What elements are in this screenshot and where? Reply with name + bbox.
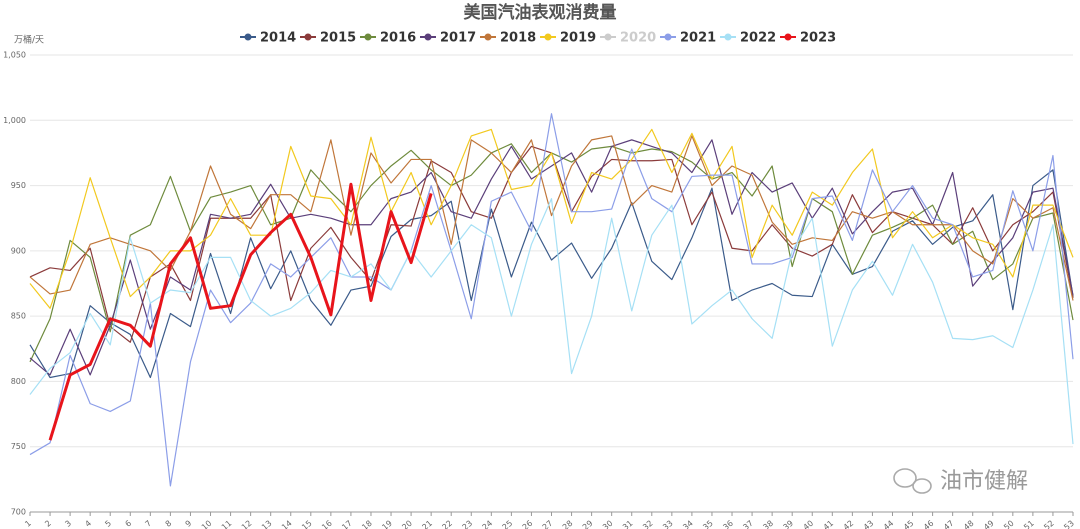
x-tick-label: 6 [123, 519, 133, 529]
x-tick-label: 46 [922, 519, 936, 529]
x-tick-label: 3 [63, 519, 73, 529]
x-tick-label: 32 [641, 519, 655, 529]
x-tick-label: 51 [1022, 519, 1036, 529]
watermark-icon [893, 468, 932, 494]
legend-marker [304, 33, 312, 41]
x-tick-label: 28 [561, 519, 575, 529]
legend-label: 2016 [380, 31, 416, 46]
legend-marker [784, 33, 792, 41]
series-line [29, 113, 1074, 487]
x-tick-label: 11 [220, 519, 234, 529]
x-tick-label: 7 [144, 519, 154, 529]
series-line [29, 128, 1074, 309]
x-tick-label: 10 [200, 519, 214, 529]
y-tick-label: 800 [11, 377, 26, 386]
x-tick-label: 19 [380, 519, 394, 529]
legend-marker [424, 33, 432, 41]
x-tick-label: 22 [441, 519, 455, 529]
legend-label: 2014 [260, 31, 296, 46]
chart-title: 美国汽油表观消费量 [464, 2, 617, 23]
x-tick-label: 17 [340, 519, 354, 529]
series-line [29, 198, 1074, 445]
legend-label: 2021 [680, 31, 716, 46]
legend-label: 2015 [320, 31, 356, 46]
legend-marker [724, 33, 732, 41]
legend-label: 2022 [740, 31, 776, 46]
x-tick-label: 47 [942, 519, 956, 529]
series-line [29, 169, 1074, 379]
x-tick-label: 35 [701, 519, 715, 529]
legend-marker [544, 33, 552, 41]
legend-label: 2019 [560, 31, 596, 46]
x-tick-label: 23 [461, 519, 475, 529]
x-tick-label: 33 [661, 519, 675, 529]
x-tick-label: 48 [962, 519, 976, 529]
x-tick-label: 1 [23, 519, 33, 529]
y-tick-label: 1,000 [3, 116, 26, 125]
x-tick-label: 37 [741, 519, 755, 529]
y-unit: 万桶/天 [14, 34, 44, 46]
x-tick-label: 40 [802, 519, 816, 529]
x-tick-label: 31 [621, 519, 635, 529]
y-tick-label: 700 [11, 508, 26, 517]
x-tick-label: 20 [400, 519, 414, 529]
y-tick-label: 1,050 [3, 51, 26, 60]
series-line [29, 139, 1074, 376]
x-tick-label: 25 [501, 519, 515, 529]
x-tick-label: 24 [481, 519, 495, 529]
x-tick-label: 4 [83, 519, 93, 529]
legend-label: 2018 [500, 31, 536, 46]
watermark: 油市健解 [940, 469, 1028, 494]
x-tick-label: 14 [280, 519, 294, 529]
series-line [48, 182, 433, 441]
y-tick-label: 950 [11, 181, 26, 190]
x-tick-label: 43 [862, 519, 876, 529]
x-tick-label: 5 [103, 519, 113, 529]
legend-label: 2020 [620, 31, 656, 46]
x-tick-label: 27 [541, 519, 555, 529]
x-tick-label: 8 [164, 519, 174, 529]
x-tick-label: 12 [240, 519, 254, 529]
x-tick-label: 21 [420, 519, 434, 529]
x-tick-label: 18 [360, 519, 374, 529]
x-tick-label: 13 [260, 519, 274, 529]
x-tick-label: 16 [320, 519, 334, 529]
x-tick-label: 52 [1042, 519, 1056, 529]
y-tick-label: 750 [11, 442, 26, 451]
x-tick-label: 41 [822, 519, 836, 529]
x-tick-label: 38 [761, 519, 775, 529]
legend-label: 2017 [440, 31, 476, 46]
x-tick-label: 30 [601, 519, 615, 529]
legend-marker [664, 33, 672, 41]
legend-marker [484, 33, 492, 41]
x-tick-label: 49 [982, 519, 996, 529]
x-tick-label: 26 [521, 519, 535, 529]
y-tick-label: 850 [11, 312, 26, 321]
x-tick-label: 53 [1062, 519, 1076, 529]
x-tick-label: 45 [902, 519, 916, 529]
legend-marker [244, 33, 252, 41]
x-tick-label: 9 [184, 519, 194, 529]
x-tick-label: 29 [581, 519, 595, 529]
legend-label: 2023 [800, 31, 836, 46]
x-tick-label: 15 [300, 519, 314, 529]
legend-marker [604, 33, 612, 41]
x-tick-label: 42 [842, 519, 856, 529]
x-tick-label: 39 [781, 519, 795, 529]
y-tick-label: 900 [11, 246, 26, 255]
x-tick-label: 36 [721, 519, 735, 529]
series-line [29, 135, 1074, 301]
x-tick-label: 2 [43, 519, 53, 529]
x-tick-label: 44 [882, 519, 896, 529]
x-tick-label: 50 [1002, 519, 1016, 529]
legend-marker [364, 33, 372, 41]
x-tick-label: 34 [681, 519, 695, 529]
